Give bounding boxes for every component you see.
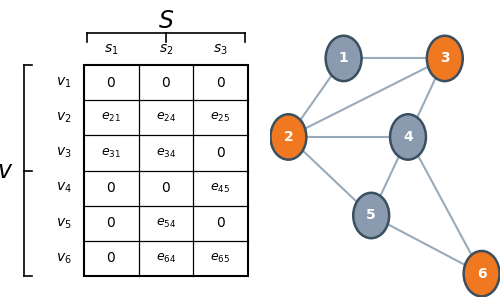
Text: $0$: $0$ xyxy=(106,76,116,90)
Text: 5: 5 xyxy=(366,208,376,222)
Circle shape xyxy=(390,114,426,160)
Text: $\mathit{v}_{3}$: $\mathit{v}_{3}$ xyxy=(56,146,72,160)
Text: $\mathit{s}_{1}$: $\mathit{s}_{1}$ xyxy=(104,43,118,57)
Circle shape xyxy=(464,251,500,296)
Text: $\mathit{v}_{6}$: $\mathit{v}_{6}$ xyxy=(56,251,72,266)
Circle shape xyxy=(270,114,306,160)
Text: $\mathit{e}_{54}$: $\mathit{e}_{54}$ xyxy=(156,217,176,230)
Circle shape xyxy=(354,193,389,238)
Text: $\mathit{v}_{4}$: $\mathit{v}_{4}$ xyxy=(56,181,72,195)
Text: $\mathit{e}_{65}$: $\mathit{e}_{65}$ xyxy=(210,252,231,265)
Text: 2: 2 xyxy=(284,130,294,144)
Text: $0$: $0$ xyxy=(106,216,116,230)
Text: $0$: $0$ xyxy=(216,216,226,230)
Text: $\mathit{e}_{64}$: $\mathit{e}_{64}$ xyxy=(156,252,176,265)
Text: $\mathit{s}_{2}$: $\mathit{s}_{2}$ xyxy=(158,43,173,57)
Circle shape xyxy=(427,36,462,81)
Text: $\mathit{e}_{31}$: $\mathit{e}_{31}$ xyxy=(102,146,121,160)
Text: $0$: $0$ xyxy=(106,181,116,195)
Text: $\mathit{e}_{24}$: $\mathit{e}_{24}$ xyxy=(156,111,176,125)
Text: 1: 1 xyxy=(338,52,348,65)
Text: $\mathit{v}_{2}$: $\mathit{v}_{2}$ xyxy=(56,111,72,125)
Text: $0$: $0$ xyxy=(216,146,226,160)
Text: $\mathbf{\mathit{v}}$: $\mathbf{\mathit{v}}$ xyxy=(0,158,14,183)
Text: $\mathit{e}_{45}$: $\mathit{e}_{45}$ xyxy=(210,181,231,195)
Text: $\mathbf{\mathit{S}}$: $\mathbf{\mathit{S}}$ xyxy=(158,9,174,33)
Circle shape xyxy=(326,36,362,81)
Text: $0$: $0$ xyxy=(161,181,171,195)
Text: $\mathit{e}_{21}$: $\mathit{e}_{21}$ xyxy=(102,111,121,125)
Text: $\mathit{e}_{25}$: $\mathit{e}_{25}$ xyxy=(210,111,231,125)
Bar xyxy=(84,65,248,276)
Text: $\mathit{s}_{3}$: $\mathit{s}_{3}$ xyxy=(213,43,228,57)
Text: $0$: $0$ xyxy=(161,76,171,90)
Text: $\mathit{e}_{34}$: $\mathit{e}_{34}$ xyxy=(156,146,176,160)
Text: $\mathit{v}_{1}$: $\mathit{v}_{1}$ xyxy=(56,75,72,90)
Text: 3: 3 xyxy=(440,52,450,65)
Text: $0$: $0$ xyxy=(216,76,226,90)
Text: 6: 6 xyxy=(477,267,486,281)
Text: $0$: $0$ xyxy=(106,251,116,265)
Text: $\mathit{v}_{5}$: $\mathit{v}_{5}$ xyxy=(56,216,72,231)
Text: 4: 4 xyxy=(403,130,413,144)
